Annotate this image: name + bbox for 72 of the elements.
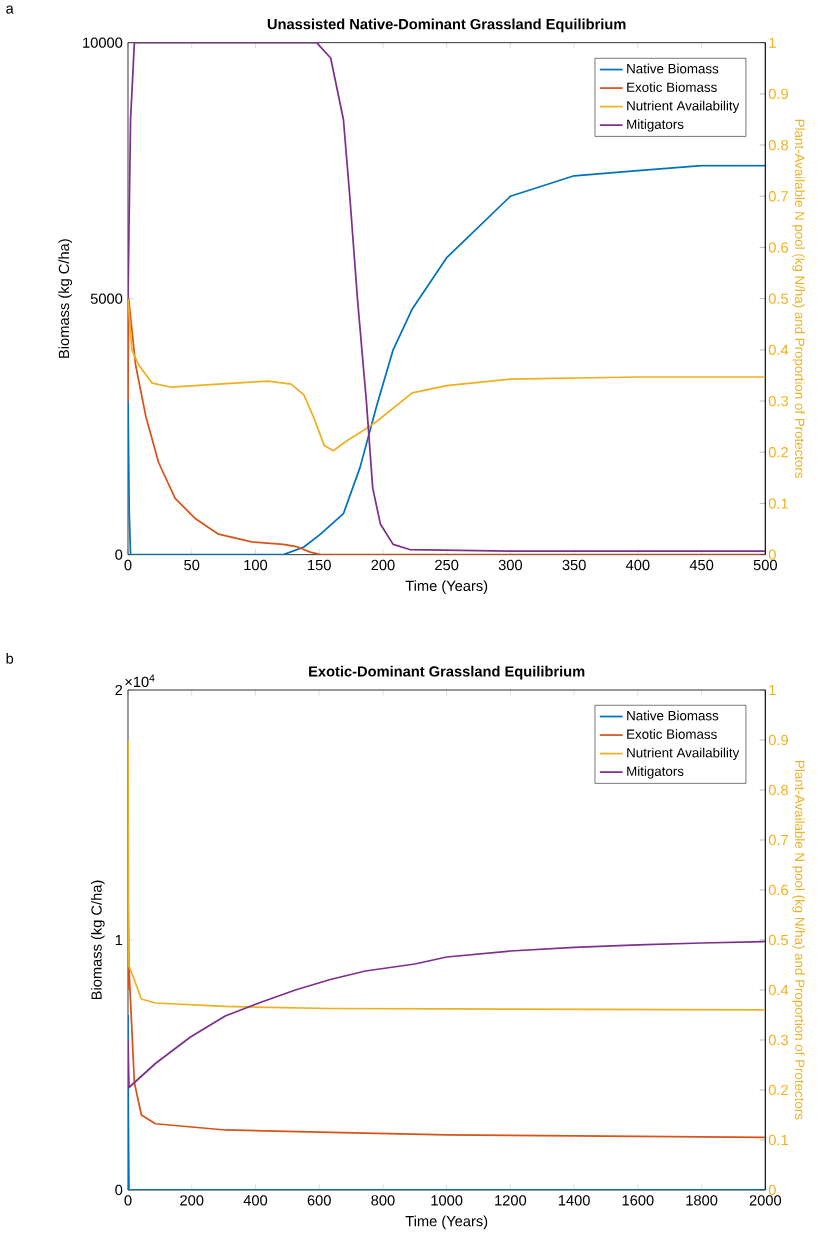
- x-tick-label: 350: [562, 559, 586, 571]
- x-tick-label: 400: [625, 559, 650, 571]
- y2-tick-label: 0.7: [768, 191, 788, 202]
- text: a: [6, 5, 14, 14]
- y2-tick-label: 0.1: [768, 498, 788, 509]
- x-tick-label: 450: [689, 559, 714, 571]
- y-tick-label: 10000: [83, 37, 123, 48]
- x-tick-label: 150: [307, 559, 331, 571]
- x-tick-label: 500: [753, 559, 777, 571]
- chart-title: Unassisted Native-Dominant Grassland Equilibrium: [267, 18, 626, 33]
- y2-tick-label: 0.6: [768, 242, 788, 253]
- legend-label: Exotic Biomass: [627, 82, 717, 92]
- line-series: [127, 297, 766, 452]
- chart-title: Exotic-Dominant Grassland Equilibrium: [308, 665, 585, 680]
- y2-tick-label: 0.5: [768, 293, 788, 304]
- y2-tick-label: 0.3: [768, 395, 788, 407]
- line-series: [127, 42, 766, 552]
- y2-tick-label: 0: [768, 1184, 776, 1196]
- text: b: [6, 652, 13, 664]
- x-tick-label: 1600: [622, 1195, 654, 1206]
- x-axis-title: Time (Years): [405, 580, 488, 594]
- legend-label: Exotic Biomass: [627, 729, 717, 739]
- y2-tick-label: 0.3: [768, 1034, 788, 1046]
- y2-tick-label: 0.8: [768, 784, 788, 796]
- x-tick-label: 1400: [558, 1195, 590, 1206]
- x-tick-label: 0: [124, 1195, 132, 1206]
- x-tick-label: 1000: [431, 1195, 463, 1206]
- y2-tick-label: 1: [769, 684, 776, 696]
- x-tick-label: 600: [307, 1195, 331, 1206]
- x-tick-label: 1200: [495, 1195, 526, 1206]
- y2-axis-title: Plant-Available N pool (kg N/ha) and Proportion of Protectors: [792, 761, 805, 1120]
- y2-tick-label: 0.2: [768, 447, 788, 458]
- x-tick-label: 1800: [686, 1195, 718, 1206]
- y-tick-label: 0: [115, 549, 123, 560]
- y2-tick-label: 1: [769, 37, 776, 48]
- line-series: [127, 940, 766, 1089]
- y2-tick-label: 0.7: [768, 834, 788, 846]
- y2-tick-label: 0.9: [768, 88, 788, 100]
- y2-tick-label: 0.9: [768, 734, 788, 746]
- x-tick-label: 200: [180, 1195, 204, 1206]
- y2-tick-label: 0.2: [768, 1084, 788, 1096]
- legend-label: Mitigators: [627, 119, 684, 132]
- y2-tick-label: 0: [768, 549, 776, 560]
- y-axis-title: Biomass (kg C/ha): [58, 239, 72, 358]
- legend-label: Mitigators: [627, 766, 684, 779]
- y2-tick-label: 0.4: [768, 984, 789, 996]
- y-tick-label: 1: [115, 934, 122, 946]
- legend-label: Nutrient Availability: [627, 100, 740, 114]
- y2-axis-title: Plant-Available N pool (kg N/ha) and Proportion of Protectors: [792, 119, 805, 479]
- y-tick-label: 0: [115, 1184, 123, 1196]
- y-axis-title: Biomass (kg C/ha): [90, 880, 105, 1000]
- x-axis-title: Time (Years): [405, 1215, 488, 1230]
- y2-tick-label: 0.6: [768, 884, 788, 896]
- y2-tick-label: 0.8: [768, 139, 788, 151]
- x-tick-label: 0: [124, 559, 132, 571]
- x-tick-label: 50: [184, 559, 200, 571]
- y-tick-label: 2: [115, 684, 122, 696]
- y2-tick-label: 0.4: [768, 344, 789, 356]
- y2-tick-label: 0.5: [768, 934, 788, 946]
- x-tick-label: 2000: [749, 1195, 781, 1206]
- x-tick-label: 250: [435, 559, 459, 571]
- x-tick-label: 300: [498, 559, 522, 571]
- text: ×10$^{4}$: [125, 674, 155, 688]
- legend-label: Nutrient Availability: [627, 747, 740, 761]
- x-tick-label: 100: [244, 559, 267, 571]
- legend-label: Native Biomass: [627, 63, 719, 74]
- x-tick-label: 200: [371, 559, 395, 571]
- y-tick-label: 5000: [90, 293, 123, 304]
- x-tick-label: 400: [243, 1195, 267, 1206]
- legend-label: Native Biomass: [627, 710, 719, 721]
- x-tick-label: 800: [371, 1195, 395, 1206]
- y2-tick-label: 0.1: [768, 1134, 788, 1146]
